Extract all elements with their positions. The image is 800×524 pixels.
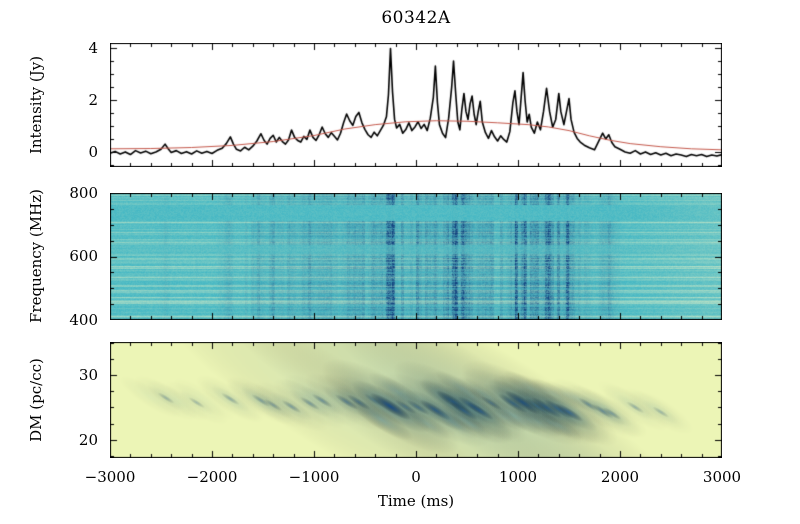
time-tick-2000: 2000 [600,468,640,486]
frequency-tick-800: 800 [69,184,98,202]
intensity-tick-4: 4 [88,39,98,57]
frequency-axis-label: Frequency (MHz) [27,189,45,323]
time-tick-0: 0 [411,468,421,486]
time-tick-3000: 3000 [702,468,742,486]
intensity-axis-label: Intensity (Jy) [27,55,45,155]
frequency-tick-400: 400 [69,311,98,329]
intensity-tick-0: 0 [88,143,98,161]
intensity-panel-canvas [110,43,722,167]
time-axis-label: Time (ms) [377,492,455,510]
dm-tick-20: 20 [78,431,98,449]
intensity-tick-2: 2 [88,91,98,109]
frequency-tick-600: 600 [69,247,98,265]
time-tick-neg2000: −2000 [186,468,238,486]
dm-time-panel-canvas [110,342,722,458]
dynamic-spectrum-panel-canvas [110,193,722,320]
dm-tick-30: 30 [78,366,98,384]
time-tick-1000: 1000 [498,468,538,486]
time-tick-neg3000: −3000 [84,468,136,486]
time-tick-neg1000: −1000 [288,468,340,486]
plot-title: 60342A [381,8,451,28]
dm-axis-label: DM (pc/cc) [27,358,45,442]
